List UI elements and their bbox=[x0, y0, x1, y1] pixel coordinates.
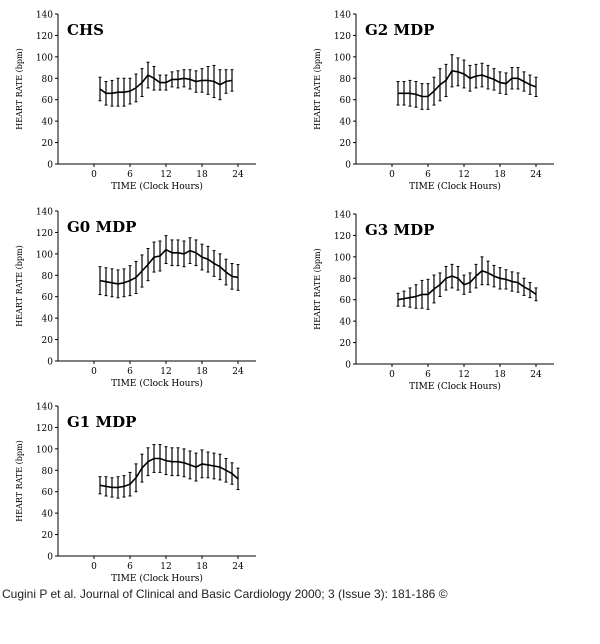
mean-line bbox=[99, 248, 239, 285]
y-tick-label: 140 bbox=[36, 403, 53, 413]
y-tick-label: 80 bbox=[340, 275, 352, 285]
y-tick-label: 120 bbox=[36, 32, 53, 42]
y-tick-label: 140 bbox=[36, 11, 53, 21]
x-tick-label: 18 bbox=[196, 170, 208, 180]
x-tick-label: 0 bbox=[91, 562, 97, 572]
y-tick-label: 140 bbox=[334, 211, 351, 221]
x-tick-label: 12 bbox=[160, 562, 171, 572]
y-tick-label: 140 bbox=[36, 208, 53, 218]
x-tick-label: 6 bbox=[127, 367, 133, 377]
y-tick-label: 100 bbox=[36, 53, 53, 63]
y-tick-label: 120 bbox=[36, 424, 53, 434]
x-axis-label: TIME (Clock Hours) bbox=[111, 378, 203, 389]
y-tick-label: 120 bbox=[36, 229, 53, 239]
y-tick-label: 60 bbox=[42, 293, 54, 303]
x-tick-label: 6 bbox=[127, 562, 133, 572]
y-tick-label: 60 bbox=[42, 488, 54, 498]
y-axis-label: HEART RATE (bpm) bbox=[15, 245, 24, 327]
y-tick-label: 40 bbox=[42, 118, 54, 128]
y-tick-label: 100 bbox=[334, 53, 351, 63]
x-axis-label: TIME (Clock Hours) bbox=[111, 573, 203, 584]
x-tick-label: 24 bbox=[232, 562, 244, 572]
y-tick-label: 0 bbox=[345, 361, 351, 371]
y-axis-label: HEART RATE (bpm) bbox=[15, 440, 24, 522]
x-tick-label: 0 bbox=[389, 370, 395, 380]
y-axis-label: HEART RATE (bpm) bbox=[313, 48, 322, 130]
panel-title: G2 MDP bbox=[365, 21, 434, 39]
x-tick-label: 6 bbox=[425, 170, 431, 180]
x-tick-label: 0 bbox=[389, 170, 395, 180]
x-tick-label: 6 bbox=[425, 370, 431, 380]
y-tick-label: 0 bbox=[47, 161, 53, 171]
y-tick-label: 60 bbox=[340, 296, 352, 306]
y-tick-label: 20 bbox=[340, 139, 352, 149]
citation-caption: Cugini P et al. Journal of Clinical and … bbox=[2, 587, 448, 601]
y-tick-label: 0 bbox=[345, 161, 351, 171]
y-tick-label: 20 bbox=[340, 339, 352, 349]
y-tick-label: 100 bbox=[36, 250, 53, 260]
y-tick-label: 40 bbox=[42, 510, 54, 520]
x-tick-label: 18 bbox=[196, 367, 208, 377]
x-tick-label: 12 bbox=[458, 370, 469, 380]
y-tick-label: 120 bbox=[334, 232, 351, 242]
panel-title: G1 MDP bbox=[67, 413, 136, 431]
y-tick-label: 80 bbox=[42, 75, 54, 85]
y-tick-label: 60 bbox=[340, 96, 352, 106]
mean-line bbox=[397, 269, 537, 301]
y-axis-label: HEART RATE (bpm) bbox=[15, 48, 24, 130]
x-tick-label: 18 bbox=[196, 562, 208, 572]
mean-line bbox=[99, 457, 239, 489]
x-tick-label: 0 bbox=[91, 367, 97, 377]
y-tick-label: 20 bbox=[42, 531, 54, 541]
y-tick-label: 100 bbox=[36, 445, 53, 455]
y-tick-label: 20 bbox=[42, 336, 54, 346]
x-tick-label: 18 bbox=[494, 170, 506, 180]
y-tick-label: 20 bbox=[42, 139, 54, 149]
chart-panel: 0 20 40 60 80 100 120 140 0 6 12 18 24 TIME (Clock Ho… bbox=[313, 11, 554, 192]
y-tick-label: 80 bbox=[340, 75, 352, 85]
chart-panel: 0 20 40 60 80 100 120 140 0 6 12 18 24 TIME (Clock Ho… bbox=[15, 208, 256, 389]
x-tick-label: 18 bbox=[494, 370, 506, 380]
mean-line bbox=[99, 74, 233, 95]
y-tick-label: 0 bbox=[47, 358, 53, 368]
y-tick-label: 60 bbox=[42, 96, 54, 106]
y-tick-label: 40 bbox=[42, 315, 54, 325]
x-tick-label: 6 bbox=[127, 170, 133, 180]
panel-title: G0 MDP bbox=[67, 218, 136, 236]
x-tick-label: 24 bbox=[530, 170, 542, 180]
y-tick-label: 0 bbox=[47, 553, 53, 563]
x-axis-label: TIME (Clock Hours) bbox=[111, 181, 203, 192]
chart-panel: 0 20 40 60 80 100 120 140 0 6 12 18 24 TIME (Clock Ho… bbox=[313, 211, 554, 392]
y-axis-label: HEART RATE (bpm) bbox=[313, 248, 322, 330]
y-tick-label: 140 bbox=[334, 11, 351, 21]
panel-title: G3 MDP bbox=[365, 221, 434, 239]
y-tick-label: 40 bbox=[340, 318, 352, 328]
x-tick-label: 12 bbox=[160, 367, 171, 377]
y-tick-label: 80 bbox=[42, 467, 54, 477]
x-axis-label: TIME (Clock Hours) bbox=[409, 381, 501, 392]
panel-title: CHS bbox=[67, 21, 104, 39]
x-tick-label: 24 bbox=[530, 370, 542, 380]
x-tick-label: 12 bbox=[458, 170, 469, 180]
x-axis-label: TIME (Clock Hours) bbox=[409, 181, 501, 192]
x-tick-label: 12 bbox=[160, 170, 171, 180]
chart-panel: 0 20 40 60 80 100 120 140 0 6 12 18 24 TIME (Clock Ho… bbox=[15, 11, 256, 192]
x-tick-label: 24 bbox=[232, 170, 244, 180]
x-tick-label: 0 bbox=[91, 170, 97, 180]
mean-line bbox=[398, 69, 537, 98]
y-tick-label: 80 bbox=[42, 272, 54, 282]
y-tick-label: 40 bbox=[340, 118, 352, 128]
x-tick-label: 24 bbox=[232, 367, 244, 377]
y-tick-label: 120 bbox=[334, 32, 351, 42]
chart-panel: 0 20 40 60 80 100 120 140 0 6 12 18 24 TIME (Clock Ho… bbox=[15, 403, 256, 584]
y-tick-label: 100 bbox=[334, 253, 351, 263]
